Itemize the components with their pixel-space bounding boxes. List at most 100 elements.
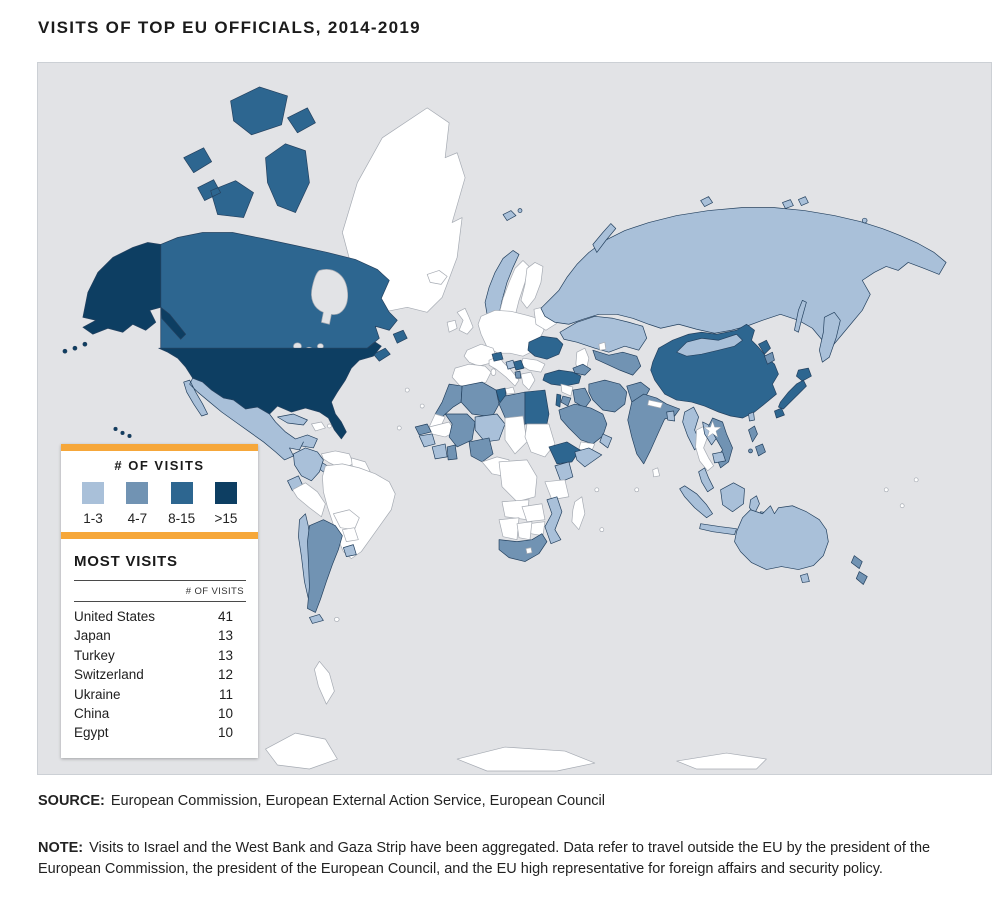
legend-swatch-2	[126, 482, 149, 504]
most-visits-title: MOST VISITS	[74, 553, 178, 570]
table-row: United States 41	[74, 609, 246, 628]
region-borneo	[720, 482, 745, 513]
region-nigeria	[468, 437, 494, 463]
region-new-zealand	[850, 555, 868, 585]
region-albania	[514, 370, 522, 379]
region-svalbard	[502, 208, 523, 221]
region-cambodia	[712, 451, 726, 464]
legend-swatch-4	[214, 482, 237, 504]
region-kamchatka	[819, 311, 841, 363]
country-name: Ukraine	[74, 686, 121, 702]
region-south-korea	[764, 351, 775, 365]
region-south-africa	[498, 533, 548, 562]
region-kenya	[554, 461, 574, 483]
region-kazakhstan	[559, 315, 648, 353]
country-name: United States	[74, 609, 156, 624]
column-header: # OF VISITS	[185, 586, 244, 597]
divider	[74, 580, 246, 581]
accent-bar-top	[61, 444, 258, 451]
region-syria	[560, 383, 574, 397]
legend-bin: 4-7	[119, 482, 155, 526]
legend-swatch-3	[170, 482, 193, 504]
region-guinea	[418, 433, 436, 448]
region-hispaniola	[311, 421, 326, 432]
legend-swatches: 1-3 4-7 8-15 >15	[61, 482, 258, 526]
legend-swatch-1	[82, 482, 104, 504]
source-text: European Commission, European External A…	[110, 793, 605, 809]
page-title: VISITS OF TOP EU OFFICIALS, 2014-2019	[38, 18, 421, 37]
region-botswana	[516, 521, 533, 541]
region-sakhalin	[794, 299, 807, 333]
legend-bin: 1-3	[75, 482, 111, 526]
visit-count: 41	[217, 609, 233, 624]
region-algeria	[460, 381, 500, 418]
world-map	[62, 86, 947, 772]
table-row: China 10	[74, 706, 246, 725]
legend-bin-label: >15	[214, 511, 238, 526]
region-nepal	[647, 399, 664, 409]
region-india	[627, 393, 681, 465]
region-tasmania	[800, 573, 810, 583]
region-drc	[498, 459, 538, 503]
note-text: Visits to Israel and the West Bank and G…	[38, 840, 931, 877]
country-name: Japan	[74, 628, 111, 644]
region-somalia	[574, 447, 603, 468]
table-row: Switzerland 12	[74, 667, 246, 686]
region-jordan	[560, 395, 572, 407]
region-australia	[734, 505, 829, 570]
region-hawaii	[113, 427, 132, 438]
region-mexico	[183, 377, 318, 461]
region-bosnia	[505, 359, 516, 370]
table-row: Japan 13	[74, 628, 246, 647]
legend-bin-label: 4-7	[127, 511, 148, 526]
region-tanzania	[544, 479, 570, 501]
region-oman	[599, 433, 613, 449]
visit-count: 12	[217, 667, 233, 683]
region-lesotho	[525, 547, 533, 554]
region-saudi-arabia	[558, 403, 608, 445]
most-visits-rows: United States 41 Japan 13 Turkey 13 Swit…	[74, 602, 246, 745]
region-sri-lanka	[652, 467, 661, 478]
hudson-bay	[311, 269, 348, 325]
region-uk	[456, 307, 474, 335]
country-name: Egypt	[74, 725, 109, 741]
country-name: China	[74, 705, 110, 721]
region-cuba	[277, 413, 308, 426]
region-uruguay	[343, 544, 357, 557]
region-namibia	[498, 517, 520, 541]
country-name: Turkey	[74, 647, 115, 663]
country-name: Switzerland	[74, 667, 144, 683]
visits-legend: # OF VISITS 1-3 4-7 8-15 >15	[61, 451, 258, 532]
source-line: SOURCE: European Commission, European Ext…	[38, 793, 605, 809]
region-chad	[504, 415, 528, 455]
visit-count: 13	[217, 628, 233, 644]
region-tierra-del-fuego	[309, 614, 324, 624]
region-egypt	[524, 389, 550, 425]
legend-bin: >15	[208, 482, 244, 526]
region-romania-bulgaria	[520, 357, 546, 373]
note-block: NOTE: Visits to Israel and the West Bank …	[38, 838, 966, 880]
region-italy	[488, 355, 520, 395]
region-paraguay	[342, 527, 359, 543]
source-label: SOURCE:	[38, 793, 105, 809]
note-label: NOTE:	[38, 840, 84, 856]
region-alaska	[82, 242, 187, 340]
region-central-asia	[592, 349, 642, 376]
region-aleutian-islands	[62, 341, 88, 354]
region-newfoundland	[392, 329, 408, 344]
accent-bar-middle	[61, 532, 258, 539]
region-switzerland	[491, 351, 504, 362]
region-malaysia	[698, 467, 714, 493]
visit-count: 11	[218, 686, 233, 702]
table-row: Turkey 13	[74, 648, 246, 667]
region-iran	[588, 379, 628, 413]
divider	[74, 601, 246, 602]
region-mali	[444, 413, 476, 448]
world-map-panel: # OF VISITS 1-3 4-7 8-15 >15	[37, 62, 992, 775]
region-ukraine	[527, 335, 564, 360]
table-row: Ukraine 11	[74, 687, 246, 706]
region-sudan	[524, 423, 556, 458]
region-morocco	[434, 383, 463, 418]
region-antarctica	[265, 660, 767, 772]
region-north-korea	[758, 339, 771, 355]
